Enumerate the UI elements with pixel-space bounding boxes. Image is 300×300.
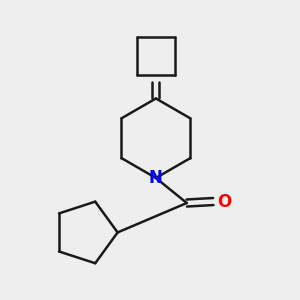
Text: O: O xyxy=(217,193,231,211)
Text: N: N xyxy=(149,169,163,187)
